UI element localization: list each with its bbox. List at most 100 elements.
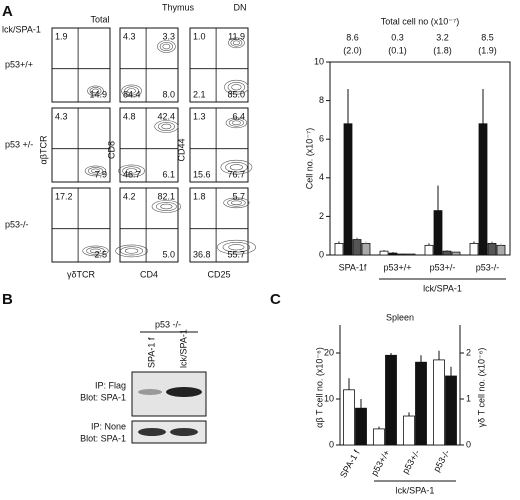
column-title: DN bbox=[234, 2, 247, 12]
bar bbox=[433, 210, 443, 256]
contour bbox=[90, 248, 101, 254]
quadrant-value: 8.0 bbox=[162, 89, 175, 99]
contour bbox=[223, 197, 250, 209]
contour bbox=[225, 162, 248, 173]
quadrant-value: 11.9 bbox=[228, 31, 245, 41]
y-axis-label: CD44 bbox=[176, 138, 186, 161]
ip-label: IP: None bbox=[91, 421, 126, 431]
contour bbox=[225, 117, 248, 129]
flow-plot bbox=[51, 107, 111, 183]
contour bbox=[154, 120, 179, 133]
quadrant-value: 4.8 bbox=[123, 111, 136, 121]
blot-box bbox=[131, 420, 207, 444]
y-tick-label: 4 bbox=[319, 172, 324, 182]
contour bbox=[229, 164, 243, 171]
contour bbox=[230, 200, 242, 206]
total-value: 3.2 bbox=[436, 32, 449, 42]
lane-label: lck/SPA-1 bbox=[178, 329, 188, 368]
bar bbox=[361, 243, 371, 256]
contour bbox=[216, 239, 256, 255]
total-sd: (1.8) bbox=[433, 45, 452, 55]
bar bbox=[433, 359, 445, 446]
quadrant-value: 2.5 bbox=[94, 249, 107, 259]
total-value: 0.3 bbox=[391, 32, 404, 42]
contour bbox=[230, 38, 243, 47]
bar bbox=[469, 243, 479, 256]
contour bbox=[87, 85, 104, 97]
contour bbox=[231, 120, 241, 126]
contour bbox=[124, 248, 139, 254]
contour bbox=[122, 166, 142, 176]
contour bbox=[91, 168, 100, 174]
quadrant-value: 1.3 bbox=[193, 111, 206, 121]
bar bbox=[388, 252, 398, 256]
row-label: p53-/- bbox=[5, 219, 29, 229]
genotype: p53 -/- bbox=[155, 319, 181, 329]
x-tick-label: SPA-1 f bbox=[338, 448, 362, 480]
band bbox=[170, 428, 198, 436]
total-sd: (1.9) bbox=[478, 45, 497, 55]
panel-label: A bbox=[2, 3, 13, 20]
contour bbox=[127, 88, 136, 94]
y-tick-label: 10 bbox=[324, 393, 334, 403]
bar bbox=[424, 244, 434, 256]
bar bbox=[352, 239, 362, 256]
lane-label: SPA-1 f bbox=[146, 337, 156, 368]
quadrant-value: 4.3 bbox=[55, 111, 68, 121]
y-tick-label: 0 bbox=[319, 249, 324, 259]
bar bbox=[334, 243, 344, 256]
tissue-title: Thymus bbox=[162, 2, 195, 12]
quadrant-value: 46.7 bbox=[123, 169, 141, 179]
quadrant-value: 82.1 bbox=[157, 191, 175, 201]
bar bbox=[385, 354, 397, 446]
y-tick-label: 6 bbox=[319, 134, 324, 144]
row-label: p53 +/- bbox=[5, 139, 33, 149]
quadrant-value: 1.0 bbox=[193, 31, 206, 41]
x-tick-label: p53-/- bbox=[431, 448, 451, 473]
column-title: Total bbox=[90, 14, 109, 24]
contour bbox=[220, 159, 253, 175]
x-axis-label: CD25 bbox=[207, 269, 230, 279]
contour bbox=[120, 246, 144, 256]
bar bbox=[403, 415, 415, 446]
quadrant-value: 84.4 bbox=[123, 89, 141, 99]
bar bbox=[379, 250, 389, 256]
group-label: lck/SPA-1 bbox=[423, 283, 462, 293]
y2-tick-label: 2 bbox=[466, 347, 471, 357]
y-tick-label: 8 bbox=[319, 95, 324, 105]
contour bbox=[151, 200, 182, 213]
contour bbox=[224, 79, 249, 95]
y-axis-label: αβ T cell no. (x10⁻⁶) bbox=[314, 347, 324, 428]
y2-tick-label: 0 bbox=[466, 439, 471, 449]
quadrant-value: 1.8 bbox=[193, 191, 206, 201]
quadrant-value: 85.0 bbox=[227, 89, 245, 99]
row-label: p53+/+ bbox=[5, 59, 33, 69]
contour bbox=[231, 84, 242, 91]
bar bbox=[397, 253, 407, 256]
quadrant-value: 17.2 bbox=[55, 191, 73, 201]
contour bbox=[82, 245, 109, 257]
y-tick-label: 20 bbox=[324, 347, 334, 357]
quadrant-value: 4.3 bbox=[123, 31, 136, 41]
total-sd: (0.1) bbox=[388, 45, 407, 55]
y-axis-label: CD8 bbox=[106, 141, 116, 159]
contour bbox=[157, 122, 175, 132]
bar bbox=[355, 407, 367, 446]
contour bbox=[228, 244, 245, 251]
bar bbox=[451, 251, 461, 256]
y2-tick-label: 1 bbox=[466, 393, 471, 403]
bar bbox=[343, 389, 355, 446]
bar bbox=[445, 375, 457, 446]
y2-axis-label: γδ T cell no. (x10⁻⁶) bbox=[476, 348, 486, 428]
contour bbox=[121, 84, 142, 98]
x-axis-label: γδTCR bbox=[67, 269, 96, 279]
contour bbox=[227, 199, 246, 207]
contour bbox=[124, 86, 139, 96]
contour bbox=[232, 40, 240, 46]
contour bbox=[89, 87, 102, 95]
quadrant-value: 36.8 bbox=[193, 249, 211, 259]
quadrant-value: 4.2 bbox=[123, 191, 136, 201]
band bbox=[166, 387, 202, 397]
total-sd: (2.0) bbox=[343, 45, 362, 55]
y-axis-label: αβTCR bbox=[38, 135, 48, 164]
